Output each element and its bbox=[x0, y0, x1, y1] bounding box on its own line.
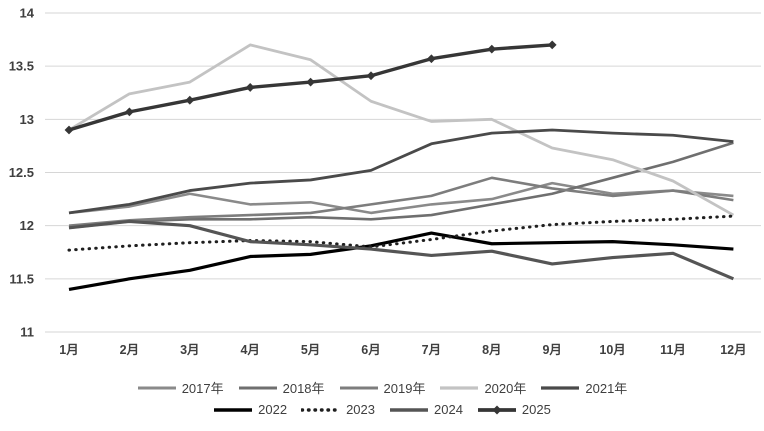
series-line-2024 bbox=[68, 219, 735, 281]
chart-legend-row-2: 2022 2023 2024 2025 bbox=[0, 402, 764, 417]
x-axis-tick-label: 7月 bbox=[422, 343, 441, 357]
legend-swatch-2019年 bbox=[339, 386, 378, 389]
legend-label-2018年: 2018年 bbox=[282, 381, 325, 396]
x-axis-tick-label: 10月 bbox=[599, 343, 625, 357]
series-marker-diamond-2025 bbox=[64, 125, 74, 135]
legend-item-2019年: 2019年 bbox=[339, 378, 426, 397]
series-marker-diamond-2025 bbox=[125, 107, 134, 117]
series-marker-diamond-2025 bbox=[245, 83, 255, 92]
x-axis-tick-label: 9月 bbox=[542, 343, 561, 357]
x-axis-tick-label: 12月 bbox=[720, 343, 746, 357]
legend-item-2018年: 2018年 bbox=[238, 378, 325, 397]
chart-svg: 11 11.5 12 12.5 13 13.5 14 1月 2月 3月 4月 5月 6月 7月 8月 9月 10… bbox=[9, 6, 761, 357]
series-marker-diamond-2025 bbox=[547, 40, 557, 50]
series-line-2022 bbox=[68, 231, 734, 292]
series-line-2019年 bbox=[68, 176, 734, 227]
legend-swatch-2020年 bbox=[440, 385, 479, 390]
legend-item-2021年: 2021年 bbox=[540, 378, 627, 397]
y-axis-tick-label: 14 bbox=[20, 6, 35, 21]
legend-label-2022: 2022 bbox=[258, 402, 288, 417]
y-axis-tick-label: 12.5 bbox=[9, 165, 34, 180]
legend-label-2023: 2023 bbox=[346, 402, 375, 417]
legend-swatch-2021年 bbox=[541, 385, 580, 390]
legend-label-2024: 2024 bbox=[434, 402, 463, 417]
legend-item-2024: 2024 bbox=[389, 402, 463, 417]
series-line-2020年 bbox=[68, 43, 735, 217]
y-axis-tick-label: 11.5 bbox=[9, 271, 34, 286]
legend-item-2023: 2023 bbox=[301, 402, 375, 417]
legend-label-2017年: 2017年 bbox=[181, 381, 224, 396]
series-line-2025 bbox=[68, 43, 553, 132]
legend-label-2019年: 2019年 bbox=[383, 381, 426, 396]
legend-swatch-2025 bbox=[477, 405, 516, 414]
y-axis-tick-label: 12 bbox=[20, 218, 34, 233]
legend-item-2025: 2025 bbox=[477, 402, 551, 417]
series-line-2018年 bbox=[68, 141, 734, 230]
x-axis-tick-label: 1月 bbox=[59, 343, 78, 357]
x-axis-tick-label: 4月 bbox=[240, 343, 259, 357]
x-axis-tick-label: 5月 bbox=[301, 343, 320, 357]
legend-label-2021年: 2021年 bbox=[585, 381, 628, 396]
series-marker-diamond-2025 bbox=[366, 71, 376, 81]
x-axis-tick-label: 8月 bbox=[482, 343, 501, 357]
legend-swatch-2022 bbox=[214, 407, 253, 412]
x-axis-tick-label: 2月 bbox=[120, 343, 139, 357]
x-axis-tick-label: 3月 bbox=[180, 343, 199, 357]
legend-swatch-2018年 bbox=[238, 386, 277, 389]
series-line-2021年 bbox=[68, 128, 734, 215]
series-marker-diamond-2025 bbox=[427, 54, 436, 64]
x-axis-tick-label: 11月 bbox=[660, 343, 686, 357]
y-axis-tick-label: 11 bbox=[20, 325, 34, 340]
legend-item-2017年: 2017年 bbox=[137, 378, 224, 397]
legend-swatch-2023 bbox=[301, 407, 342, 412]
legend-label-2020年: 2020年 bbox=[484, 381, 527, 396]
series-marker-diamond-2025 bbox=[185, 95, 195, 105]
legend-swatch-diamond bbox=[492, 405, 502, 414]
series-marker-diamond-2025 bbox=[487, 44, 497, 54]
legend-item-2022: 2022 bbox=[213, 402, 287, 417]
legend-swatch-2017年 bbox=[137, 386, 176, 389]
legend-label-2025: 2025 bbox=[521, 402, 551, 417]
series-line-2017年 bbox=[68, 181, 734, 215]
chart-legend-row-1: 2017年 2018年 2019年 2020年 2021年 bbox=[0, 378, 764, 397]
series-line-2023 bbox=[67, 214, 735, 252]
legend-item-2020年: 2020年 bbox=[439, 378, 526, 397]
y-axis-tick-label: 13 bbox=[20, 112, 34, 127]
x-axis-tick-label: 6月 bbox=[361, 343, 380, 357]
legend-swatch-2024 bbox=[390, 407, 428, 412]
series-marker-diamond-2025 bbox=[306, 77, 315, 87]
y-axis-tick-label: 13.5 bbox=[9, 59, 34, 74]
